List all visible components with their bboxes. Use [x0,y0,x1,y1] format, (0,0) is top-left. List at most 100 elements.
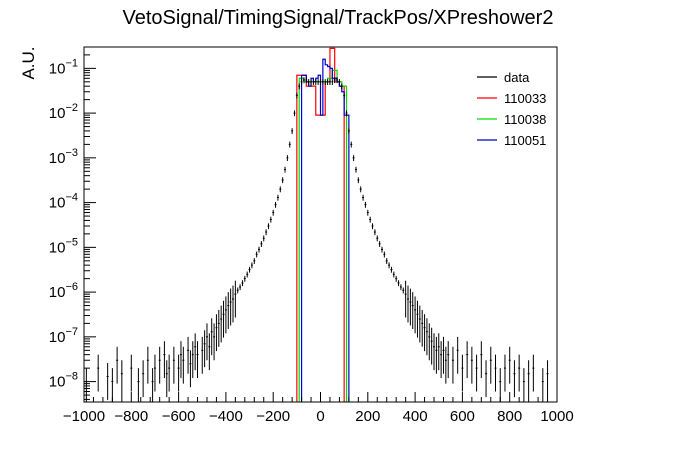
data-point [328,79,331,85]
data-point [172,346,175,384]
data-point [142,360,145,398]
data-point [248,266,251,273]
data-point [423,314,426,352]
x-tick-label: 0 [316,408,324,425]
data-point [461,354,464,392]
x-tick-label: 800 [497,408,522,425]
data-point [362,194,365,201]
data-point [163,341,166,379]
data-point [444,346,447,384]
data-point [390,266,393,273]
data-point [267,223,270,230]
legend-entry-110051: 110051 [477,133,546,148]
data-point [435,336,438,374]
data-point [153,354,156,392]
y-tick-label: 10−7 [49,326,78,346]
data-point [399,284,402,291]
y-tick-label: 10−4 [49,192,78,212]
data-point [466,341,469,379]
data-point [130,354,133,392]
data-point [291,128,294,135]
data-point [541,368,544,402]
data-point [343,92,346,99]
data-point [402,287,405,294]
data-point [513,360,516,398]
data-point [378,241,381,247]
data-point [177,354,180,392]
data-point [333,77,336,84]
data-point [298,83,301,90]
axes: −1000 −800 −600 −400 −200 0 200 400 600 800 1000 10… [49,54,574,425]
data-point [321,79,324,85]
data-point [215,314,218,352]
data-point [388,262,391,269]
data-point [201,336,204,374]
data-point [213,323,216,361]
data-point [279,186,282,193]
data-point [383,251,386,258]
data-point [532,354,535,392]
legend-entry-data: data [477,70,530,85]
data-point [522,368,525,402]
data-point [527,360,530,398]
y-tick-label: 10−8 [49,371,78,391]
legend-entry-110038: 110038 [477,112,546,127]
x-tick-label: 600 [450,408,475,425]
data-point [203,330,206,368]
x-tick-label: 200 [355,408,380,425]
data-point [385,258,388,264]
data-point [151,368,154,402]
data-point [158,346,161,384]
data-point [352,155,355,162]
data-point [470,346,473,384]
x-tick-label: 400 [403,408,428,425]
chart-title: VetoSignal/TimingSignal/TrackPos/XPresho… [123,7,554,29]
data-point [196,341,199,379]
data-point [380,246,383,253]
data-point [97,354,100,392]
plot-area [85,47,549,402]
data-point [106,363,109,400]
data-point [347,128,350,135]
data-point [229,288,232,326]
data-point [302,77,305,84]
legend-entry-110033: 110033 [477,91,546,106]
data-point [187,336,190,374]
data-point [85,368,88,402]
data-point [217,309,220,347]
data-point [269,216,272,223]
x-tick-label: −600 [162,408,196,425]
data-point [430,327,433,365]
data-point [220,305,223,343]
y-tick-label: 10−6 [49,281,78,301]
data-point [326,79,329,85]
data-point [440,341,443,379]
data-point [414,296,417,334]
data-point [111,368,114,402]
data-point [231,285,234,323]
data-point [265,229,268,236]
data-point [411,292,414,329]
data-point [392,271,395,278]
data-point [300,79,303,85]
data-point [503,354,506,392]
data-point [336,77,339,84]
legend: data 110033 110038 110051 [477,70,546,148]
data-point [274,201,277,208]
data-point [499,368,502,402]
x-tick-label: −1000 [63,408,105,425]
data-point [494,354,497,392]
data-point [338,79,341,85]
data-point [397,280,400,287]
data-point [409,288,412,326]
data-point [310,79,313,85]
data-point [428,323,431,361]
data-point [222,300,225,338]
data-point [276,194,279,201]
data-point [475,354,478,392]
data-point [437,333,440,371]
data-point [194,333,197,371]
x-tick-label: 1000 [540,408,573,425]
data-point [146,346,149,384]
data-point [236,287,239,294]
